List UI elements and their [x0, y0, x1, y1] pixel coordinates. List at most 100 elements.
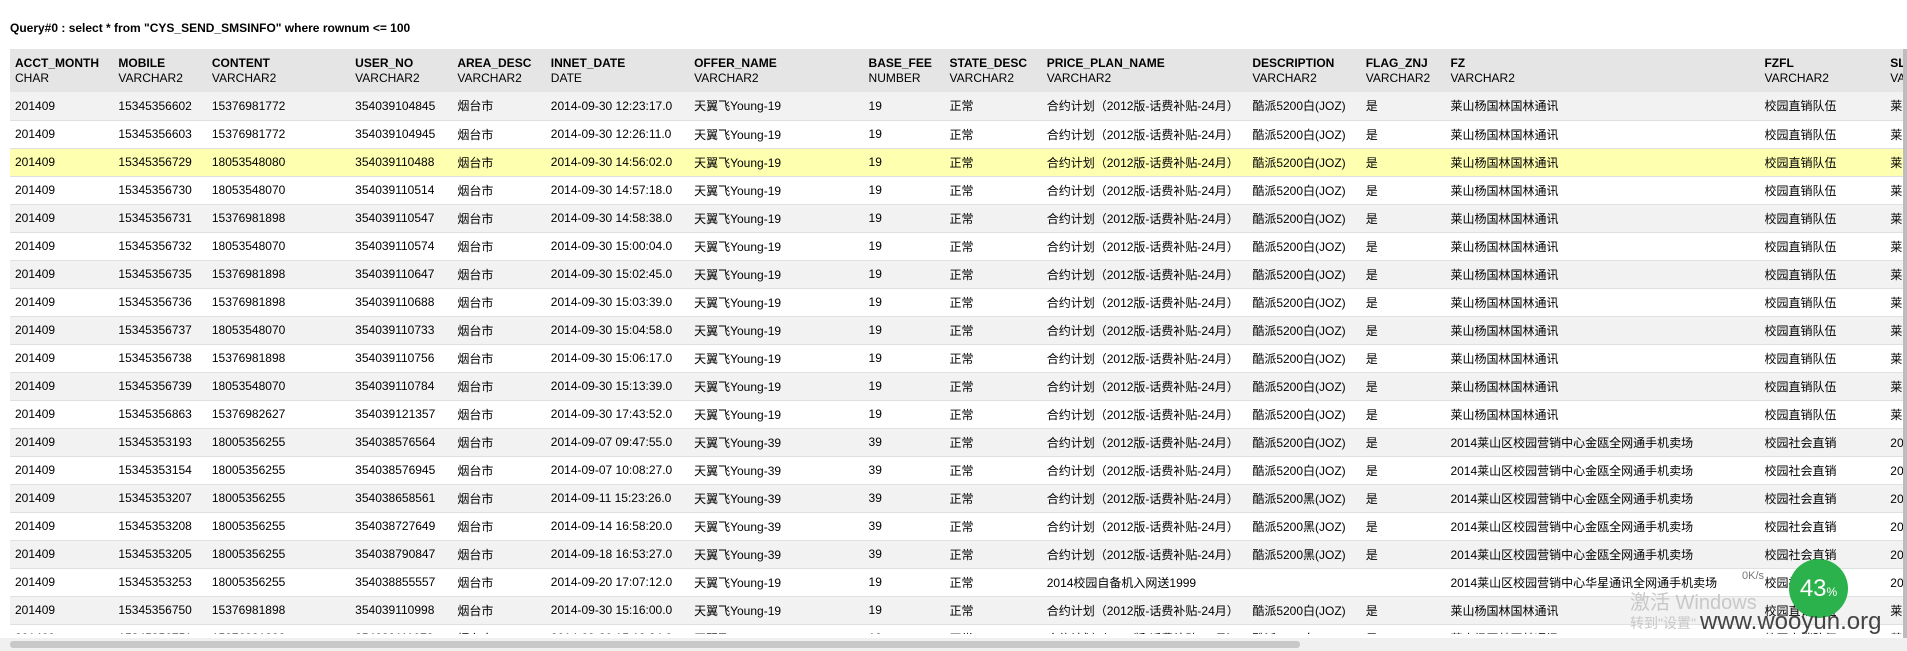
table-cell[interactable]: 莱山杨国林: [1885, 372, 1907, 401]
table-cell[interactable]: 天翼飞Young-19: [689, 232, 864, 261]
table-cell[interactable]: 天翼飞Young-39: [689, 512, 864, 541]
table-cell[interactable]: 39: [863, 428, 945, 457]
table-cell[interactable]: 15376982627: [206, 400, 351, 429]
table-cell[interactable]: 201409: [10, 316, 114, 345]
table-cell[interactable]: 莱山杨国林国林通讯: [1445, 260, 1760, 289]
table-cell[interactable]: 是: [1360, 540, 1446, 569]
table-cell[interactable]: 烟台市: [452, 176, 546, 205]
table-cell[interactable]: 莱山杨国林国林通讯: [1445, 120, 1760, 149]
table-cell[interactable]: 18005356255: [206, 512, 351, 541]
table-cell[interactable]: 正常: [944, 260, 1042, 289]
table-cell[interactable]: 校园直销队伍: [1759, 400, 1886, 429]
table-cell[interactable]: 莱山杨国林国林通讯: [1445, 92, 1760, 121]
table-cell[interactable]: 15376981772: [206, 92, 351, 121]
table-cell[interactable]: 201409: [10, 204, 114, 233]
table-cell[interactable]: 莱山杨国林: [1885, 232, 1907, 261]
table-cell[interactable]: 莱山杨国林: [1885, 316, 1907, 345]
table-cell[interactable]: 酷派5200白(JOZ): [1247, 624, 1361, 634]
table-cell[interactable]: 2014莱山区: [1885, 568, 1907, 597]
table-cell[interactable]: 合约计划（2012版-话费补贴-24月）: [1041, 204, 1248, 233]
table-row[interactable]: 201409 15345353207 18005356255 354038658561…: [10, 484, 1907, 513]
table-cell[interactable]: 2014-09-30 14:56:02.0: [545, 148, 690, 177]
column-header[interactable]: FZFL VARCHAR2: [1759, 49, 1886, 92]
table-cell[interactable]: 合约计划（2012版-话费补贴-24月）: [1041, 288, 1248, 317]
table-cell[interactable]: 校园直销队伍: [1759, 372, 1886, 401]
table-cell[interactable]: 天翼飞Young-39: [689, 540, 864, 569]
column-header[interactable]: MOBILE VARCHAR2: [113, 49, 207, 92]
table-cell[interactable]: 354038855557: [350, 568, 453, 597]
column-header[interactable]: ACCT_MONTH CHAR: [10, 49, 114, 92]
table-cell[interactable]: 酷派5200白(JOZ): [1247, 316, 1361, 345]
table-cell[interactable]: 烟台市: [452, 232, 546, 261]
table-cell[interactable]: 39: [863, 512, 945, 541]
table-cell[interactable]: 烟台市: [452, 428, 546, 457]
table-cell[interactable]: 酷派5200黑(JOZ): [1247, 540, 1361, 569]
table-cell[interactable]: 15345353205: [113, 540, 207, 569]
table-cell[interactable]: 2014-09-30 15:04:58.0: [545, 316, 690, 345]
table-cell[interactable]: 19: [863, 568, 945, 597]
table-cell[interactable]: 天翼飞Young-19: [689, 148, 864, 177]
table-cell[interactable]: 校园直销队伍: [1759, 204, 1886, 233]
table-cell[interactable]: 正常: [944, 120, 1042, 149]
table-cell[interactable]: 莱山杨国林国林通讯: [1445, 232, 1760, 261]
table-cell[interactable]: 是: [1360, 204, 1446, 233]
table-cell[interactable]: 校园直销队伍: [1759, 624, 1886, 634]
table-cell[interactable]: 烟台市: [452, 204, 546, 233]
table-cell[interactable]: 15376981898: [206, 288, 351, 317]
table-cell[interactable]: 18053548070: [206, 176, 351, 205]
table-cell[interactable]: 天翼飞Young-39: [689, 484, 864, 513]
table-cell[interactable]: 烟台市: [452, 288, 546, 317]
table-cell[interactable]: 天翼飞Young-19: [689, 316, 864, 345]
memory-usage-badge[interactable]: 43%: [1789, 559, 1848, 618]
table-cell[interactable]: 酷派5200白(JOZ): [1247, 232, 1361, 261]
table-cell[interactable]: 15345353154: [113, 456, 207, 485]
table-cell[interactable]: 烟台市: [452, 540, 546, 569]
table-cell[interactable]: 15345356863: [113, 400, 207, 429]
table-cell[interactable]: 201409: [10, 120, 114, 149]
table-cell[interactable]: 校园直销队伍: [1759, 316, 1886, 345]
table-cell[interactable]: 39: [863, 484, 945, 513]
column-header[interactable]: BASE_FEE NUMBER: [863, 49, 945, 92]
table-cell[interactable]: 2014-09-30 12:23:17.0: [545, 92, 690, 121]
table-cell[interactable]: 是: [1360, 400, 1446, 429]
table-cell[interactable]: 是: [1360, 428, 1446, 457]
table-cell[interactable]: 合约计划（2012版-话费补贴-24月）: [1041, 176, 1248, 205]
table-cell[interactable]: 354039110488: [350, 148, 453, 177]
table-cell[interactable]: 烟台市: [452, 596, 546, 625]
table-cell[interactable]: 15345353193: [113, 428, 207, 457]
table-row[interactable]: 201409 15345353253 18005356255 354038855557…: [10, 568, 1907, 597]
table-cell[interactable]: 莱山杨国林: [1885, 344, 1907, 373]
vertical-scrollbar[interactable]: [1903, 49, 1907, 638]
table-cell[interactable]: 合约计划（2012版-话费补贴-24月）: [1041, 232, 1248, 261]
table-cell[interactable]: 天翼飞Young-19: [689, 204, 864, 233]
table-cell[interactable]: 莱山杨国林国林通讯: [1445, 316, 1760, 345]
table-cell[interactable]: 正常: [944, 92, 1042, 121]
table-cell[interactable]: 2014莱山区: [1885, 540, 1907, 569]
table-cell[interactable]: 合约计划（2012版-话费补贴-24月）: [1041, 596, 1248, 625]
table-cell[interactable]: 2014-09-30 15:06:17.0: [545, 344, 690, 373]
table-cell[interactable]: 201409: [10, 568, 114, 597]
column-header[interactable]: AREA_DESC VARCHAR2: [452, 49, 546, 92]
table-cell[interactable]: 354038576564: [350, 428, 453, 457]
table-cell[interactable]: 校园社会直销: [1759, 456, 1886, 485]
table-cell[interactable]: 是: [1360, 92, 1446, 121]
table-cell[interactable]: 合约计划（2012版-话费补贴-24月）: [1041, 316, 1248, 345]
table-cell[interactable]: 是: [1360, 596, 1446, 625]
table-cell[interactable]: 2014-09-30 15:00:04.0: [545, 232, 690, 261]
table-row[interactable]: 201409 15345356729 18053548080 354039110488…: [10, 148, 1907, 177]
table-cell[interactable]: 18005356255: [206, 568, 351, 597]
table-cell[interactable]: 2014-09-30 14:57:18.0: [545, 176, 690, 205]
table-cell[interactable]: 19: [863, 316, 945, 345]
table-cell[interactable]: 是: [1360, 456, 1446, 485]
table-cell[interactable]: 烟台市: [452, 260, 546, 289]
table-cell[interactable]: 15345356602: [113, 92, 207, 121]
table-cell[interactable]: 201409: [10, 260, 114, 289]
table-cell[interactable]: 354039110733: [350, 316, 453, 345]
table-cell[interactable]: 合约计划（2012版-话费补贴-24月）: [1041, 400, 1248, 429]
table-cell[interactable]: 15345356751: [113, 624, 207, 634]
table-cell[interactable]: 2014-09-20 17:07:12.0: [545, 568, 690, 597]
column-header[interactable]: PRICE_PLAN_NAME VARCHAR2: [1041, 49, 1248, 92]
table-cell[interactable]: 合约计划（2012版-话费补贴-24月）: [1041, 372, 1248, 401]
table-row[interactable]: 201409 15345356732 18053548070 354039110574…: [10, 232, 1907, 261]
table-cell[interactable]: 201409: [10, 176, 114, 205]
